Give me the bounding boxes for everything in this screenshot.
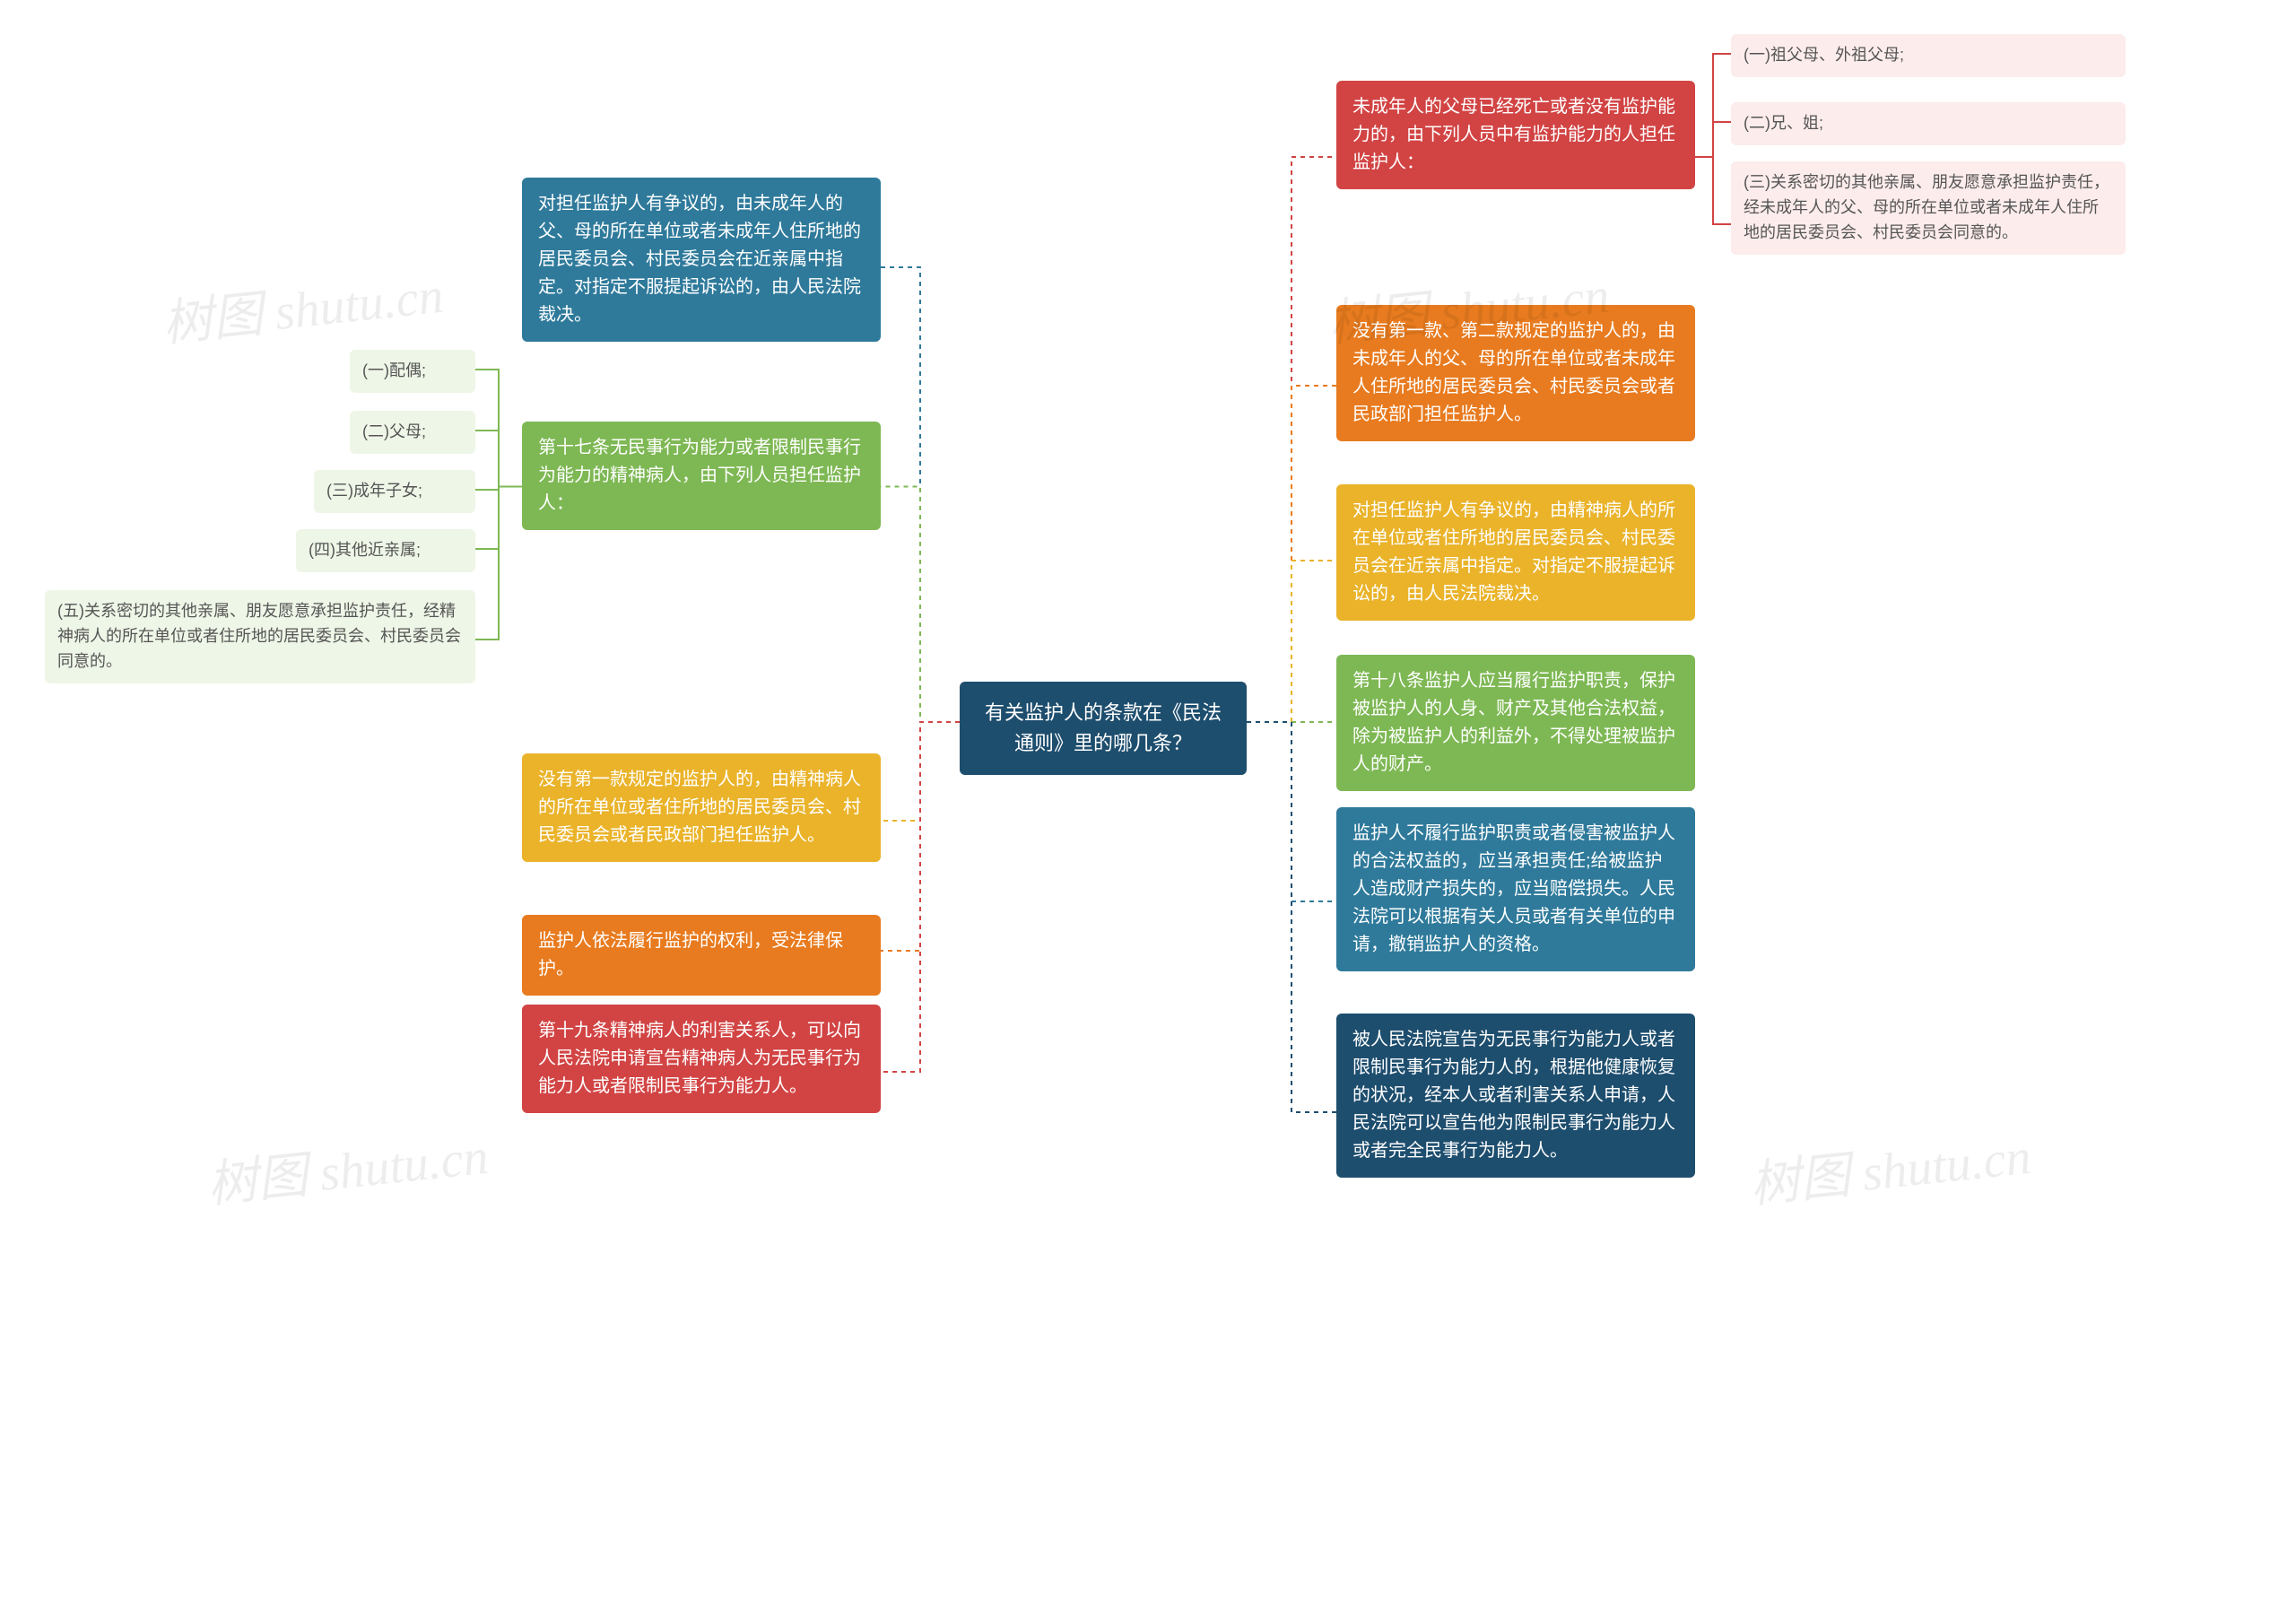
left-node-1-leaf-0-text: (一)配偶;	[362, 361, 426, 379]
right-node-0-leaf-2-text: (三)关系密切的其他亲属、朋友愿意承担监护责任，经未成年人的父、母的所在单位或者…	[1744, 173, 2109, 241]
right-node-0-text: 未成年人的父母已经死亡或者没有监护能力的，由下列人员中有监护能力的人担任监护人：	[1352, 97, 1675, 172]
left-node-1-leaf-0: (一)配偶;	[350, 350, 475, 393]
left-node-2: 没有第一款规定的监护人的，由精神病人的所在单位或者住所地的居民委员会、村民委员会…	[522, 753, 881, 862]
right-node-0: 未成年人的父母已经死亡或者没有监护能力的，由下列人员中有监护能力的人担任监护人：	[1336, 81, 1695, 189]
left-node-1-leaf-4-text: (五)关系密切的其他亲属、朋友愿意承担监护责任，经精神病人的所在单位或者住所地的…	[57, 602, 461, 670]
right-node-0-leaf-0: (一)祖父母、外祖父母;	[1731, 34, 2126, 77]
left-node-1-text: 第十七条无民事行为能力或者限制民事行为能力的精神病人，由下列人员担任监护人：	[538, 438, 861, 513]
left-node-1-leaf-3-text: (四)其他近亲属;	[309, 541, 421, 559]
right-node-0-leaf-2: (三)关系密切的其他亲属、朋友愿意承担监护责任，经未成年人的父、母的所在单位或者…	[1731, 161, 2126, 255]
right-node-2-text: 对担任监护人有争议的，由精神病人的所在单位或者住所地的居民委员会、村民委员会在近…	[1352, 500, 1675, 604]
center-text: 有关监护人的条款在《民法通则》里的哪几条？	[985, 701, 1222, 754]
left-node-1-leaf-4: (五)关系密切的其他亲属、朋友愿意承担监护责任，经精神病人的所在单位或者住所地的…	[45, 590, 475, 683]
right-node-5: 被人民法院宣告为无民事行为能力人或者限制民事行为能力人的，根据他健康恢复的状况，…	[1336, 1014, 1695, 1178]
right-node-3-text: 第十八条监护人应当履行监护职责，保护被监护人的人身、财产及其他合法权益，除为被监…	[1352, 671, 1675, 774]
right-node-4: 监护人不履行监护职责或者侵害被监护人的合法权益的，应当承担责任;给被监护人造成财…	[1336, 807, 1695, 971]
watermark-0: 树图 shutu.cn	[159, 255, 447, 356]
left-node-4: 第十九条精神病人的利害关系人，可以向人民法院申请宣告精神病人为无民事行为能力人或…	[522, 1005, 881, 1113]
left-node-1-leaf-3: (四)其他近亲属;	[296, 529, 475, 572]
right-node-2: 对担任监护人有争议的，由精神病人的所在单位或者住所地的居民委员会、村民委员会在近…	[1336, 484, 1695, 621]
right-node-0-leaf-0-text: (一)祖父母、外祖父母;	[1744, 46, 1904, 64]
right-node-5-text: 被人民法院宣告为无民事行为能力人或者限制民事行为能力人的，根据他健康恢复的状况，…	[1352, 1030, 1675, 1161]
watermark-3: 树图 shutu.cn	[1746, 1116, 2034, 1217]
left-node-1-leaf-1-text: (二)父母;	[362, 422, 426, 440]
watermark-2: 树图 shutu.cn	[204, 1116, 491, 1217]
left-node-1: 第十七条无民事行为能力或者限制民事行为能力的精神病人，由下列人员担任监护人：	[522, 422, 881, 530]
right-node-3: 第十八条监护人应当履行监护职责，保护被监护人的人身、财产及其他合法权益，除为被监…	[1336, 655, 1695, 791]
right-node-0-leaf-1-text: (二)兄、姐;	[1744, 114, 1823, 132]
right-node-1-text: 没有第一款、第二款规定的监护人的，由未成年人的父、母的所在单位或者未成年人住所地…	[1352, 321, 1675, 424]
left-node-3: 监护人依法履行监护的权利，受法律保护。	[522, 915, 881, 996]
left-node-0-text: 对担任监护人有争议的，由未成年人的父、母的所在单位或者未成年人住所地的居民委员会…	[538, 194, 861, 325]
right-node-1: 没有第一款、第二款规定的监护人的，由未成年人的父、母的所在单位或者未成年人住所地…	[1336, 305, 1695, 441]
center-node: 有关监护人的条款在《民法通则》里的哪几条？	[960, 682, 1247, 775]
right-node-4-text: 监护人不履行监护职责或者侵害被监护人的合法权益的，应当承担责任;给被监护人造成财…	[1352, 823, 1675, 954]
right-node-0-leaf-1: (二)兄、姐;	[1731, 102, 2126, 145]
left-node-1-leaf-2: (三)成年子女;	[314, 470, 475, 513]
left-node-1-leaf-1: (二)父母;	[350, 411, 475, 454]
left-node-2-text: 没有第一款规定的监护人的，由精神病人的所在单位或者住所地的居民委员会、村民委员会…	[538, 770, 861, 845]
left-node-4-text: 第十九条精神病人的利害关系人，可以向人民法院申请宣告精神病人为无民事行为能力人或…	[538, 1021, 861, 1096]
left-node-0: 对担任监护人有争议的，由未成年人的父、母的所在单位或者未成年人住所地的居民委员会…	[522, 178, 881, 342]
left-node-1-leaf-2-text: (三)成年子女;	[326, 482, 422, 500]
left-node-3-text: 监护人依法履行监护的权利，受法律保护。	[538, 931, 843, 979]
